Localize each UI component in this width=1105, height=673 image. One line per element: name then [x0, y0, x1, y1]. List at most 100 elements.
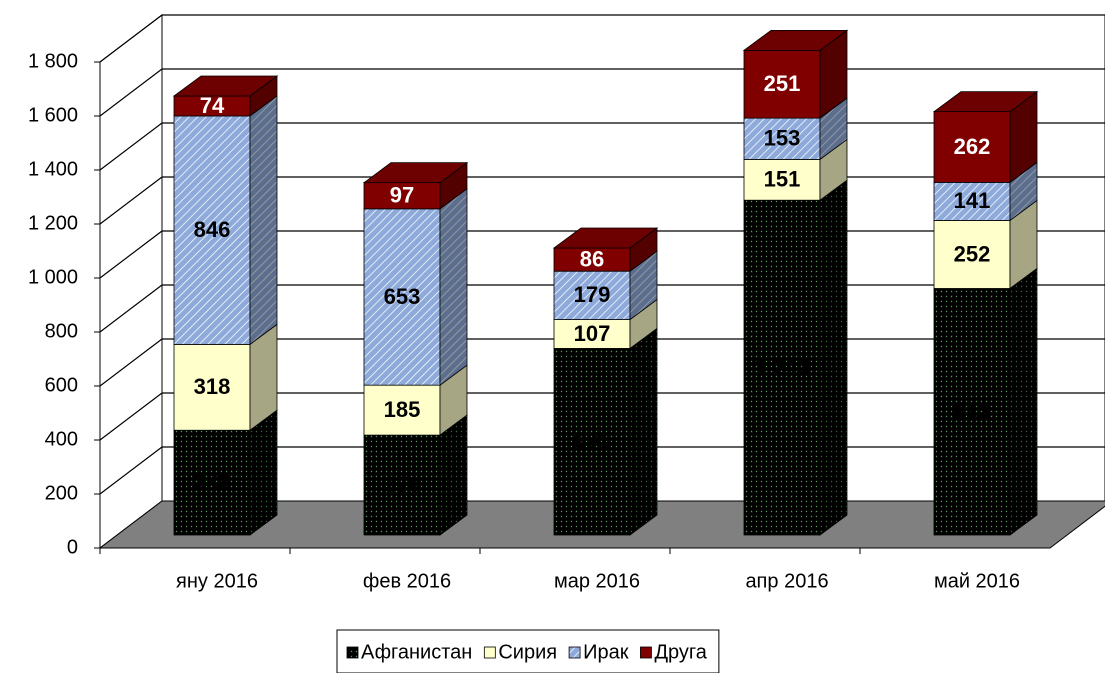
bar-segment	[363, 364, 468, 436]
bar-segment	[933, 199, 1038, 290]
bar	[933, 220, 1011, 289]
data-label: 846	[194, 217, 231, 242]
y-tick-label: 1 200	[28, 212, 78, 234]
bar-side-shade	[250, 410, 277, 535]
legend-swatch	[640, 646, 652, 659]
y-tick-label: 1 800	[28, 50, 78, 72]
data-label: 388	[194, 469, 231, 494]
bar-side-shade	[630, 328, 657, 535]
data-label: 141	[954, 188, 991, 213]
data-label: 653	[384, 284, 421, 309]
y-tick-label: 200	[45, 482, 78, 504]
data-label: 252	[954, 241, 991, 266]
bar-segment	[743, 179, 848, 536]
bar-side-shade	[1010, 200, 1037, 289]
data-label: 74	[200, 93, 225, 118]
bar-top	[742, 29, 849, 51]
bar-side-shade	[440, 188, 467, 386]
data-label: 318	[194, 374, 231, 399]
bar-side-shade	[1010, 268, 1037, 535]
bar-side-shade	[250, 95, 277, 345]
data-label: 262	[954, 134, 991, 159]
bar-segment	[172, 75, 279, 117]
data-label: 151	[764, 167, 801, 192]
data-label: 86	[580, 246, 604, 271]
bar-segment	[363, 414, 468, 536]
y-tick-label: 1 600	[28, 104, 78, 126]
bar	[933, 111, 1011, 183]
bar-top-shade	[744, 30, 847, 51]
bar-segment	[933, 161, 1038, 222]
data-label: 1 240	[754, 354, 809, 379]
legend-swatch	[568, 646, 581, 659]
bar-top	[362, 162, 469, 184]
bar-top-shade	[934, 91, 1037, 112]
bar-side-shade	[1010, 162, 1037, 221]
bar-segment	[553, 327, 658, 536]
data-label: 179	[574, 282, 611, 307]
bar-side-shade	[630, 251, 657, 320]
bar-side-shade	[440, 365, 467, 436]
bar-side-shade	[820, 180, 847, 535]
bar-side-shade	[630, 227, 657, 272]
grid-line	[99, 14, 1105, 63]
y-tick-label: 0	[67, 536, 78, 558]
legend-item: Ирак	[568, 641, 629, 663]
legend-label: Афганистан	[361, 641, 472, 663]
y-tick-label: 600	[45, 374, 78, 396]
legend-item: Афганистан	[346, 641, 472, 663]
bar-top-shade	[364, 162, 467, 183]
legend-label: Ирак	[583, 641, 629, 663]
data-label: 251	[764, 71, 801, 96]
legend-box	[336, 629, 720, 673]
y-tick-label: 400	[45, 428, 78, 450]
y-tick-label: 1 400	[28, 158, 78, 180]
y-tick-label: 1 000	[28, 266, 78, 288]
bar-side-shade	[250, 75, 277, 116]
bar	[363, 208, 441, 386]
bar	[363, 384, 441, 436]
bar-segment	[362, 161, 469, 210]
bar-side-shade	[1010, 91, 1037, 183]
data-label: 913	[954, 399, 991, 424]
legend: Афганистан Сирия Ирак Друга	[336, 629, 720, 673]
bar-top	[172, 75, 279, 97]
bar-segment	[933, 267, 1038, 536]
legend-label: Друга	[654, 641, 707, 663]
bar-segment	[552, 227, 659, 273]
bar-side-shade	[630, 299, 657, 349]
bar-segment	[363, 188, 468, 386]
bar-segment	[742, 29, 849, 119]
data-label: 370	[384, 472, 421, 497]
bar-segment	[932, 90, 1039, 184]
x-tick-label: апр 2016	[745, 570, 828, 592]
x-tick-label: мар 2016	[554, 570, 640, 592]
bar-side-shade	[820, 30, 847, 119]
bar	[743, 117, 821, 160]
data-label: 153	[764, 126, 801, 151]
bar-side-shade	[250, 324, 277, 431]
legend-swatch	[346, 646, 359, 659]
bar	[363, 434, 441, 536]
bar-segment	[553, 298, 658, 350]
bar-top-shade	[174, 75, 277, 96]
bar	[553, 348, 631, 536]
bar-segment	[553, 250, 658, 321]
data-label: 97	[390, 183, 414, 208]
x-tick-label: май 2016	[934, 570, 1020, 592]
data-label: 185	[384, 397, 421, 422]
legend-item: Сирия	[483, 641, 557, 663]
x-tick-label: яну 2016	[176, 570, 258, 592]
bar	[173, 115, 251, 345]
left-wall	[99, 13, 163, 550]
bar-top-shade	[554, 227, 657, 248]
bar-side-shade	[440, 162, 467, 209]
bar	[553, 319, 631, 349]
bar	[743, 159, 821, 201]
legend-swatch	[483, 646, 496, 659]
data-label: 107	[574, 321, 611, 346]
data-label: 691	[574, 429, 611, 454]
bar-segment	[173, 323, 278, 432]
legend-label: Сирия	[498, 641, 557, 663]
